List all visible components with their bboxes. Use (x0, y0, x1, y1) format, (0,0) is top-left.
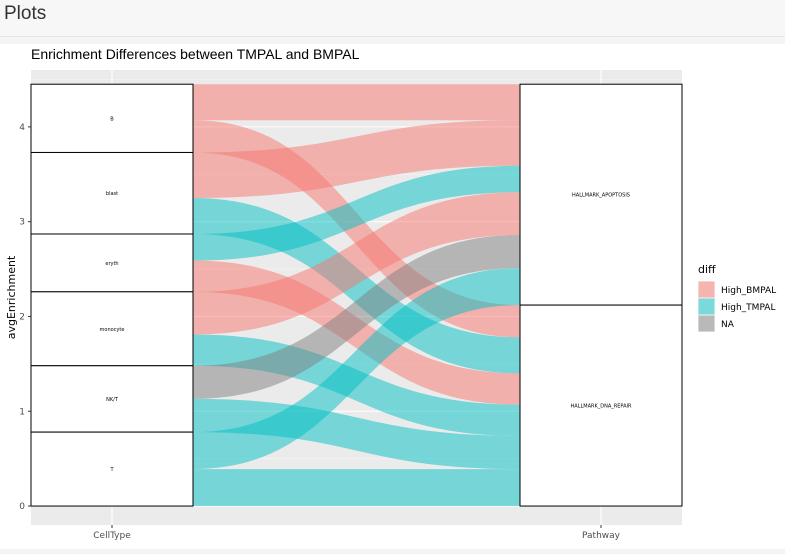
legend-key (698, 315, 715, 332)
stratum-box (30, 431, 194, 507)
stratum-box (30, 291, 194, 367)
legend-key (698, 298, 715, 315)
stratum-label: HALLMARK_APOPTOSIS (572, 193, 630, 199)
x-tick-label: CellType (93, 531, 131, 541)
alluvium-flow (193, 165, 520, 261)
alluvium-flow (193, 234, 520, 399)
stratum-label: blast (106, 191, 118, 197)
x-tick-label: Pathway (582, 531, 621, 541)
alluvium-flow (193, 268, 520, 470)
y-axis-title: avgEnrichment (5, 255, 18, 339)
alluvium-flow (193, 120, 520, 338)
legend-label: NA (721, 320, 735, 330)
alluvium-flow (193, 192, 520, 335)
stratum-label: NK/T (106, 397, 119, 403)
legend-key (698, 281, 715, 298)
stratum-label: eryth (105, 261, 118, 267)
page-header: Plots (0, 0, 785, 37)
page-title: Plots (4, 3, 47, 24)
alluvium-flow (193, 84, 520, 121)
stratum-box (30, 365, 194, 433)
stratum-box (519, 304, 683, 507)
y-tick-label: 1 (19, 407, 25, 417)
legend-title: diff (698, 263, 716, 276)
stratum-box (30, 151, 194, 235)
y-tick-label: 2 (19, 312, 25, 322)
legend-label: High_TMPAL (721, 303, 775, 313)
stratum-label: T (109, 467, 114, 473)
y-tick-label: 0 (19, 502, 25, 512)
plot-panel: Enrichment Differences between TMPAL and… (0, 44, 785, 549)
alluvium-flow (193, 469, 520, 507)
chart-title: Enrichment Differences between TMPAL and… (31, 46, 360, 62)
alluvium-flow (193, 120, 520, 198)
y-tick-label: 4 (19, 123, 25, 133)
stratum-label: B (110, 116, 114, 122)
stratum-label: monocyte (100, 327, 125, 333)
stratum-label: HALLMARK_DNA_REPAIR (571, 404, 632, 410)
stratum-box (519, 83, 683, 306)
y-tick-label: 3 (19, 218, 25, 228)
legend-label: High_BMPAL (721, 286, 776, 296)
